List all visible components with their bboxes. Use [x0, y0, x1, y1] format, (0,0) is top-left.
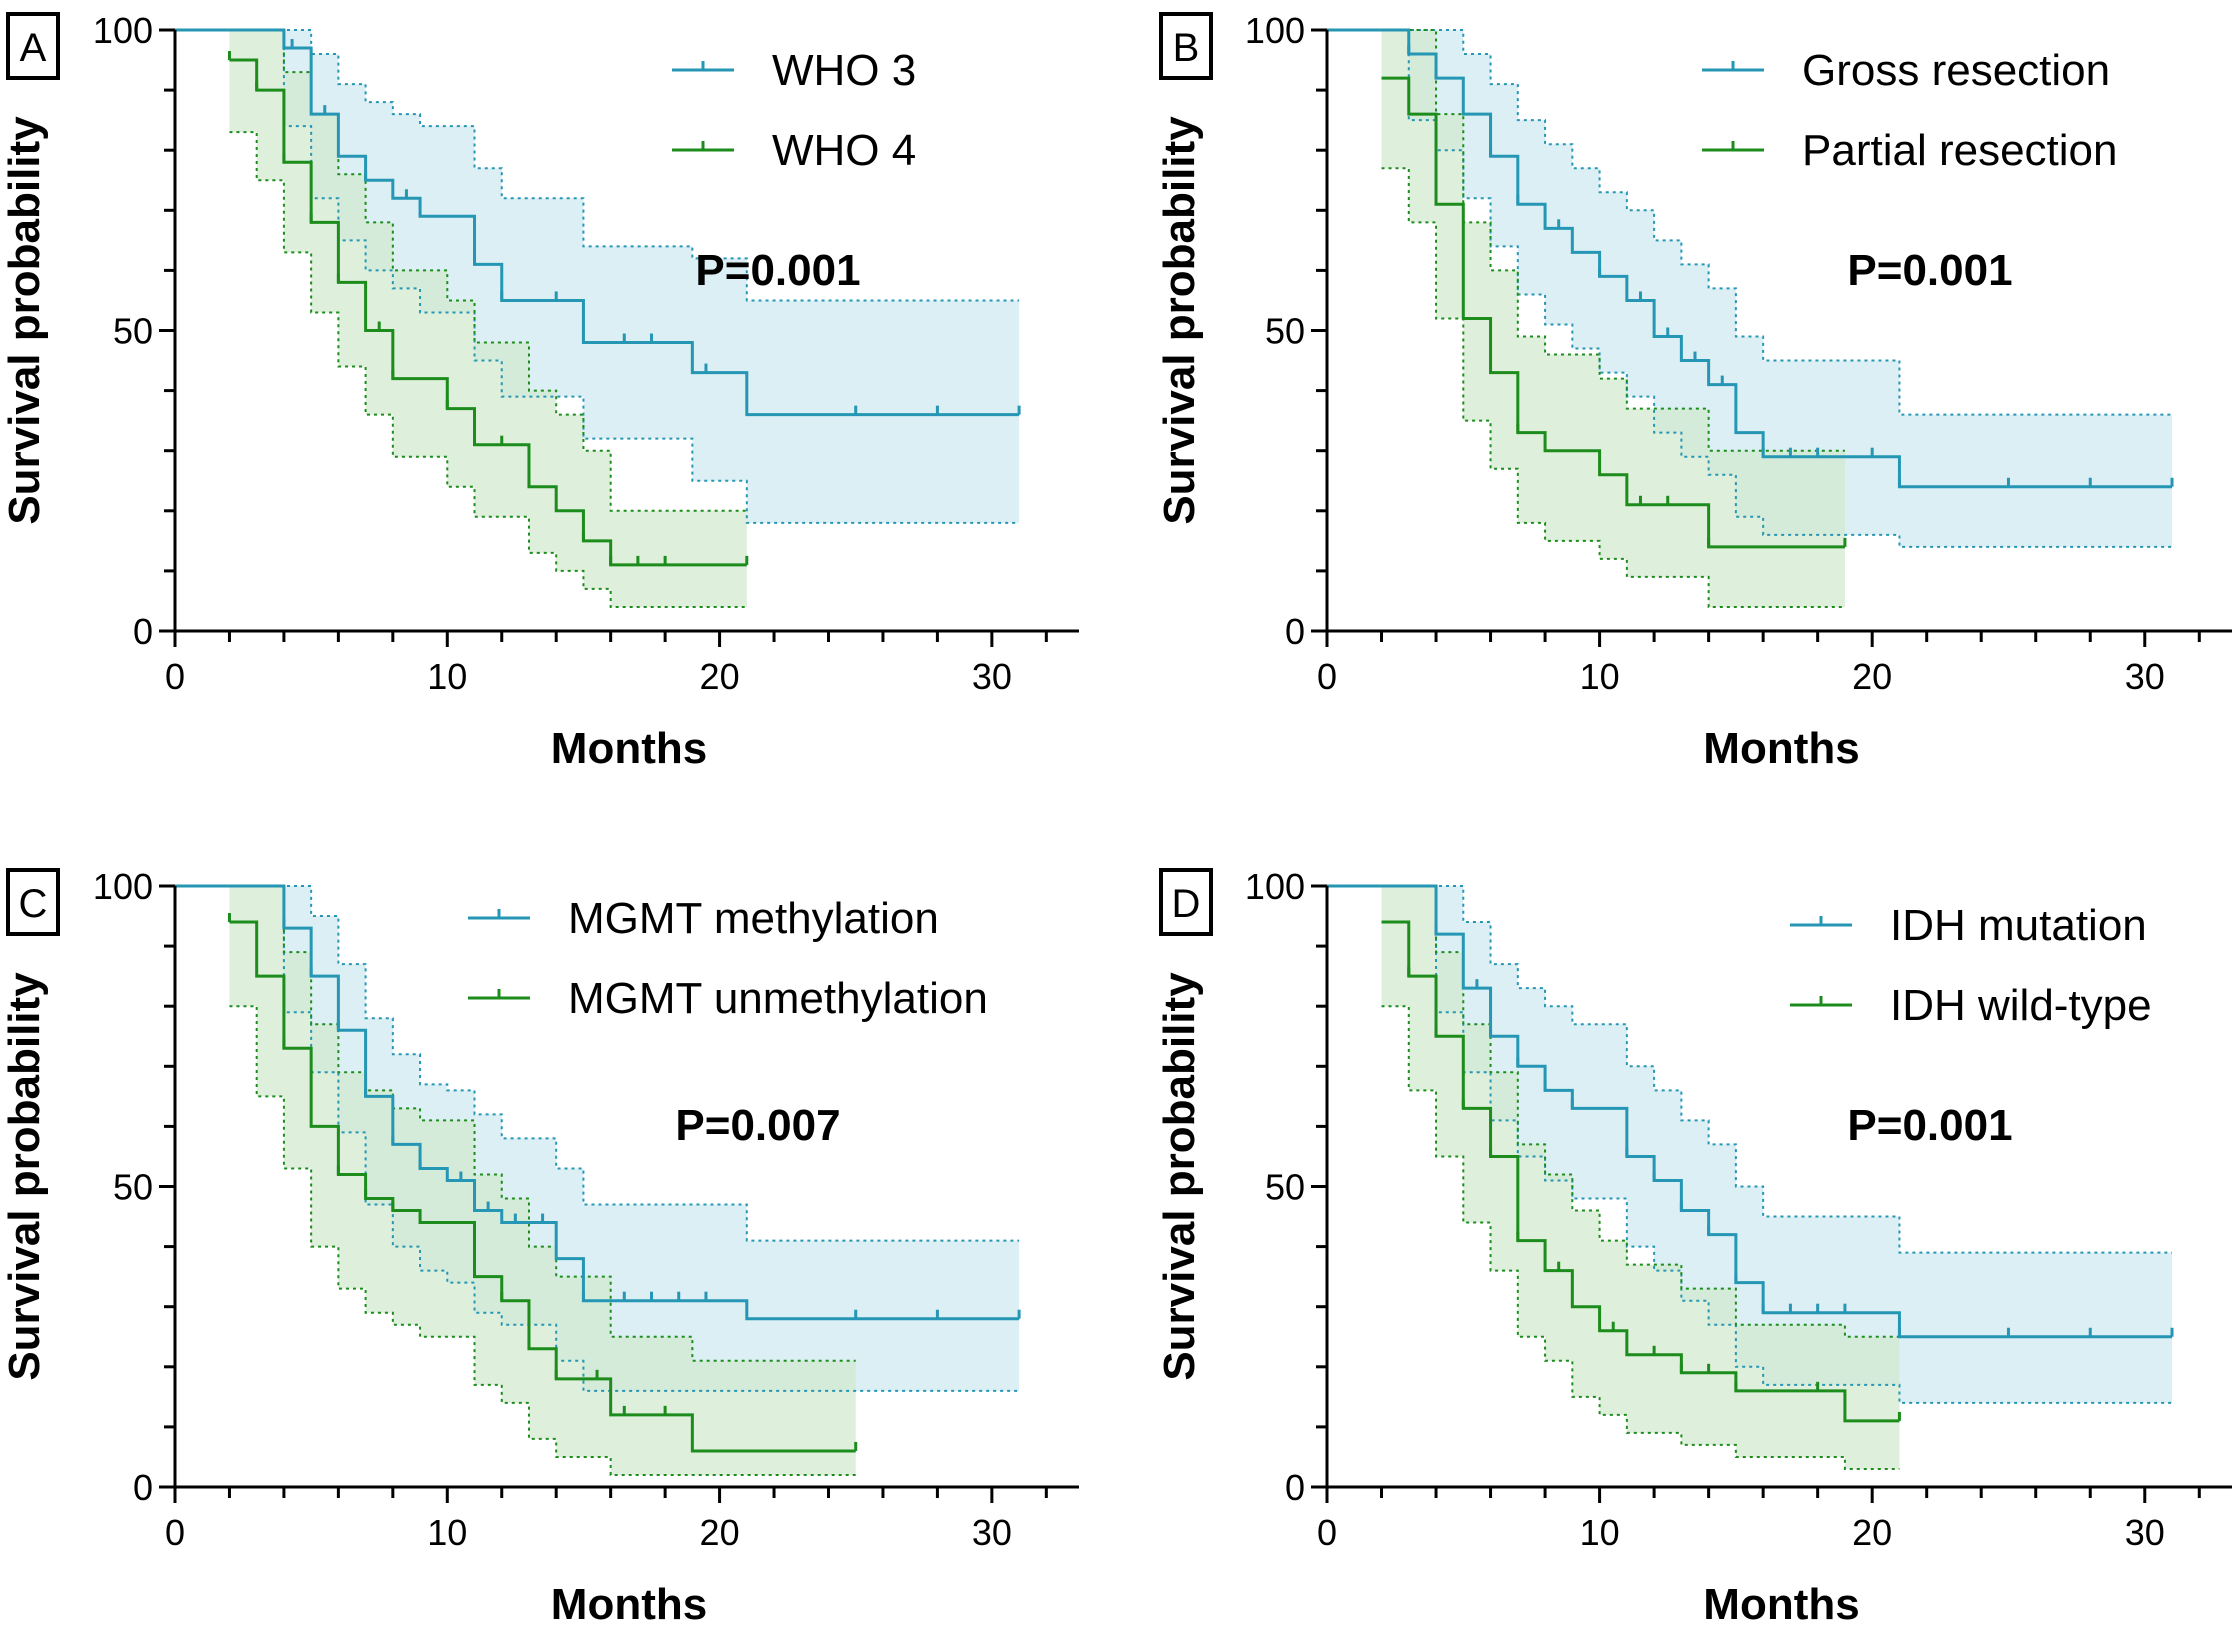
- x-tick-label: 10: [1580, 656, 1620, 697]
- survival-line-2: [1381, 76, 1845, 549]
- panel-b: 0 50 100 0 10 20 30 Months Survival probability B…: [1155, 10, 2232, 773]
- x-axis-title: Months: [1703, 724, 1859, 773]
- y-axis-title: Survival probability: [0, 116, 49, 525]
- p-value: P=0.007: [675, 1101, 840, 1150]
- panel-label: C: [19, 882, 48, 926]
- ci-band-1: [175, 30, 1020, 523]
- x-tick-label: 0: [1317, 1512, 1337, 1553]
- y-axis-title: Survival probability: [0, 972, 49, 1381]
- survival-line-1: [175, 884, 1020, 1321]
- ci-band-1: [175, 886, 1020, 1391]
- panel-a: 0 50 100 0 10 20 30 Months Survival probability A…: [0, 10, 1079, 773]
- panel-label: B: [1173, 26, 1200, 70]
- y-tick-label: 0: [1285, 1467, 1305, 1508]
- y-axis-title: Survival probability: [1155, 972, 1204, 1381]
- panel-label: A: [20, 26, 47, 70]
- legend-label: WHO 4: [772, 126, 916, 175]
- panel-label: D: [1172, 882, 1201, 926]
- legend-label: Partial resection: [1802, 126, 2117, 175]
- ci-band-2: [229, 886, 856, 1475]
- p-value: P=0.001: [1847, 1101, 2012, 1150]
- y-tick-label: 50: [1265, 1167, 1305, 1208]
- ci-lower-line-2: [1381, 1005, 1900, 1470]
- x-tick-label: 30: [2125, 1512, 2165, 1553]
- survival-line-2: [229, 58, 747, 567]
- ci-band-2: [1381, 30, 1845, 607]
- ci-upper-line-1: [175, 885, 1020, 1242]
- x-axis-title: Months: [551, 724, 707, 773]
- ci-band-2: [1381, 886, 1900, 1469]
- ci-lower-line-1: [1327, 885, 2173, 1404]
- y-axis-title: Survival probability: [1155, 116, 1204, 525]
- legend-label: IDH wild-type: [1890, 981, 2152, 1030]
- x-tick-label: 0: [165, 1512, 185, 1553]
- survival-line-1: [175, 28, 1020, 417]
- survival-line-1: [1327, 28, 2173, 489]
- legend-label: Gross resection: [1802, 46, 2110, 95]
- panel-label-box: [1159, 12, 1213, 80]
- x-tick-label: 30: [972, 1512, 1012, 1553]
- y-tick-label: 50: [1265, 311, 1305, 352]
- x-tick-label: 30: [2125, 656, 2165, 697]
- x-tick-label: 20: [1852, 1512, 1892, 1553]
- legend-label: MGMT unmethylation: [568, 974, 988, 1023]
- y-tick-label: 0: [133, 1467, 153, 1508]
- x-axis-title: Months: [551, 1580, 707, 1629]
- legend-label: IDH mutation: [1890, 901, 2147, 950]
- y-tick-label: 100: [93, 866, 153, 907]
- ci-upper-line-2: [1381, 29, 1845, 452]
- ci-band-1: [1327, 886, 2173, 1403]
- legend-label: WHO 3: [772, 46, 916, 95]
- x-axis-title: Months: [1703, 1580, 1859, 1629]
- y-tick-label: 0: [1285, 611, 1305, 652]
- y-tick-label: 50: [113, 1167, 153, 1208]
- y-tick-label: 100: [1245, 10, 1305, 51]
- panel-label-box: [6, 868, 60, 936]
- x-tick-label: 20: [700, 1512, 740, 1553]
- survival-line-2: [229, 920, 856, 1453]
- ci-upper-line-1: [1327, 29, 2173, 416]
- panel-d: 0 50 100 0 10 20 30 Months Survival probability D…: [1155, 866, 2232, 1629]
- panel-label-box: [6, 12, 60, 80]
- p-value: P=0.001: [695, 246, 860, 295]
- panel-label-box: [1159, 868, 1213, 936]
- x-tick-label: 0: [1317, 656, 1337, 697]
- y-tick-label: 50: [113, 311, 153, 352]
- ci-upper-line-1: [175, 29, 1020, 302]
- y-tick-label: 100: [93, 10, 153, 51]
- panel-c: 0 50 100 0 10 20 30 Months Survival probability C…: [0, 866, 1079, 1629]
- ci-lower-line-2: [229, 1005, 856, 1476]
- x-tick-label: 0: [165, 656, 185, 697]
- x-tick-label: 20: [700, 656, 740, 697]
- legend-label: MGMT methylation: [568, 894, 939, 943]
- x-tick-label: 10: [1580, 1512, 1620, 1553]
- y-tick-label: 100: [1245, 866, 1305, 907]
- ci-band-1: [1327, 30, 2173, 547]
- x-tick-label: 10: [427, 1512, 467, 1553]
- p-value: P=0.001: [1847, 246, 2012, 295]
- x-tick-label: 10: [427, 656, 467, 697]
- y-tick-label: 0: [133, 611, 153, 652]
- ci-lower-line-1: [175, 29, 1020, 524]
- x-tick-label: 20: [1852, 656, 1892, 697]
- x-tick-label: 30: [972, 656, 1012, 697]
- ci-lower-line-2: [1381, 167, 1845, 608]
